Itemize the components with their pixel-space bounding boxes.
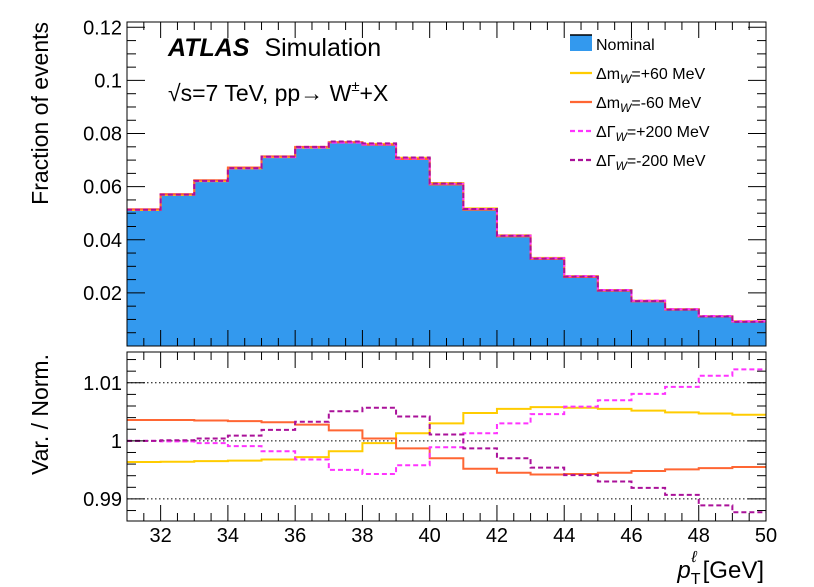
energy-sqrt: √ xyxy=(168,80,181,106)
ratio-y-axis-label: Var. / Norm. xyxy=(27,354,53,475)
ratio-line-mw-minus xyxy=(127,418,766,476)
main-ytick-label: 0.12 xyxy=(83,17,122,39)
legend-label-mw-plus: ΔmW=+60 MeV xyxy=(596,66,706,86)
hist-line-gamma-minus xyxy=(127,140,766,323)
main-frame xyxy=(126,21,767,347)
ratio-gridlines xyxy=(127,382,766,500)
legend-item-mw-plus: ΔmW=+60 MeV xyxy=(570,66,706,86)
ratio-xtick-label: 46 xyxy=(620,525,642,547)
ratio-xtick-label: 32 xyxy=(150,525,172,547)
ratio-xtick-label: 50 xyxy=(755,525,777,547)
main-ytick-label: 0.02 xyxy=(83,283,122,305)
main-y-axis-label: Fraction of events xyxy=(27,22,53,205)
main-ytick-label: 0.06 xyxy=(83,177,122,199)
ratio-frame xyxy=(126,351,767,522)
ratio-ytick-label: 0.99 xyxy=(83,489,122,511)
legend-item-nominal: Nominal xyxy=(570,34,655,54)
main-ytick-label: 0.04 xyxy=(83,230,122,252)
legend-item-mw-minus: ΔmW=-60 MeV xyxy=(570,95,701,115)
ratio-xtick-label: 34 xyxy=(217,525,239,547)
atlas-word: ATLAS xyxy=(167,34,250,62)
hist-area-nominal xyxy=(127,142,766,346)
ratio-series-group xyxy=(127,368,766,514)
legend-label-gamma-minus: ΔΓW=-200 MeV xyxy=(596,153,706,173)
ratio-xtick-label: 42 xyxy=(486,525,508,547)
ratio-xtick-label: 38 xyxy=(351,525,373,547)
legend-item-gamma-minus: ΔΓW=-200 MeV xyxy=(570,153,706,173)
ratio-xtick-label: 36 xyxy=(284,525,306,547)
main-ytick-label: 0.08 xyxy=(83,124,122,146)
atlas-label: ATLAS Simulation xyxy=(167,34,381,62)
atlas-simulation: Simulation xyxy=(264,34,381,62)
legend-label-nominal: Nominal xyxy=(596,37,655,54)
main-series-group xyxy=(127,140,766,346)
energy-tail: +X xyxy=(360,80,389,106)
energy-sup: ± xyxy=(351,78,359,95)
ratio-panel: 0.99 1 1.01 32 34 36 38 40 42 44 46 48 50 Var. / Nor… xyxy=(27,351,777,587)
ratio-xtick-label: 44 xyxy=(553,525,575,547)
main-ytick-label: 0.1 xyxy=(94,70,122,92)
legend: Nominal ΔmW=+60 MeV ΔmW=-60 MeV ΔΓW=+200… xyxy=(570,34,710,173)
legend-label-mw-minus: ΔmW=-60 MeV xyxy=(596,95,701,115)
ratio-xtick-label: 40 xyxy=(419,525,441,547)
x-axis-label: pTℓ [GeV] xyxy=(676,549,764,587)
energy-label: √s=7 TeV, pp→ W±+X xyxy=(168,78,388,106)
ratio-ytick-label: 1.01 xyxy=(83,373,122,395)
legend-swatch-nominal xyxy=(570,35,592,51)
ratio-ytick-label: 1 xyxy=(111,431,122,453)
ratio-line-gamma-plus xyxy=(127,368,766,475)
main-panel: 0.02 0.04 0.06 0.08 0.1 0.12 Fraction of even… xyxy=(27,17,767,347)
ratio-line-gamma-minus xyxy=(127,406,766,514)
ratio-xtick-label: 48 xyxy=(688,525,710,547)
ratio-axes-group: 0.99 1 1.01 32 34 36 38 40 42 44 46 48 50 xyxy=(83,352,777,547)
legend-label-gamma-plus: ΔΓW=+200 MeV xyxy=(596,124,710,144)
legend-item-gamma-plus: ΔΓW=+200 MeV xyxy=(570,124,710,144)
ratio-line-mw-plus xyxy=(127,406,766,464)
energy-main: s=7 TeV, pp→ W xyxy=(181,80,352,106)
